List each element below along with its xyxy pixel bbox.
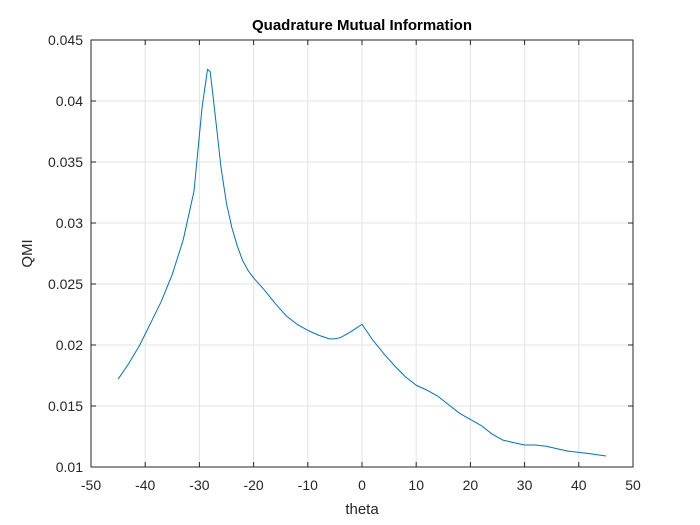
x-tick-label: 10 xyxy=(408,477,424,493)
y-tick-label: 0.02 xyxy=(56,337,83,353)
y-tick-label: 0.015 xyxy=(48,398,83,414)
y-axis-label: QMI xyxy=(19,239,36,267)
x-tick-label: -20 xyxy=(243,477,263,493)
x-tick-label: 20 xyxy=(463,477,479,493)
x-tick-label: -40 xyxy=(135,477,155,493)
y-tick-label: 0.045 xyxy=(48,32,83,48)
chart-title: Quadrature Mutual Information xyxy=(252,17,472,34)
y-tick-label: 0.01 xyxy=(56,459,83,475)
x-axis-label: theta xyxy=(345,501,379,518)
y-tick-label: 0.03 xyxy=(56,215,83,231)
x-tick-label: 40 xyxy=(571,477,587,493)
x-tick-label: -50 xyxy=(81,477,101,493)
x-tick-label: 50 xyxy=(625,477,641,493)
series-line xyxy=(117,68,606,457)
y-tick-label: 0.04 xyxy=(56,93,83,109)
y-tick-label: 0.025 xyxy=(48,276,83,292)
tick-layer: -50 -40 -30 -20 -10 0 10 20 30 40 50 0.01 0.015 0.02 0… xyxy=(48,32,641,493)
x-tick-label: 0 xyxy=(358,477,366,493)
series-layer xyxy=(117,68,606,457)
x-tick-label: -30 xyxy=(189,477,209,493)
x-tick-label: 30 xyxy=(517,477,533,493)
y-tick-label: 0.035 xyxy=(48,154,83,170)
x-tick-label: -10 xyxy=(298,477,318,493)
